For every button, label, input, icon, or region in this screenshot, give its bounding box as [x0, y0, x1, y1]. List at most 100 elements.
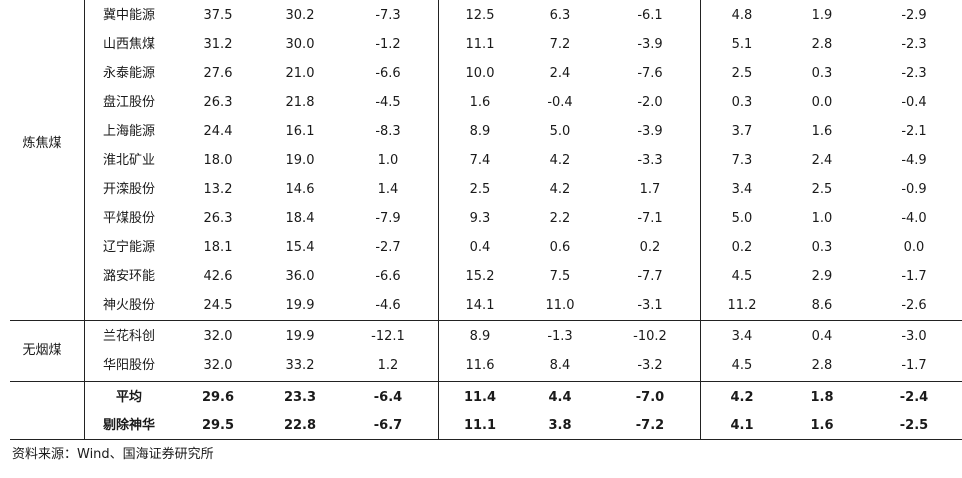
- table-row: 平煤股份 26.3 18.4 -7.9 9.3 2.2 -7.1 5.0 1.0 -4.0: [0, 204, 962, 233]
- value-cell: 1.2: [377, 358, 399, 373]
- value-cell: -6.6: [375, 269, 401, 284]
- value-cell: -6.1: [637, 8, 663, 23]
- value-cell: -12.1: [371, 329, 405, 344]
- value-cell: -2.4: [899, 390, 929, 405]
- value-cell: 1.6: [810, 418, 834, 433]
- value-cell: -7.2: [635, 418, 665, 433]
- value-cell: -4.9: [901, 153, 927, 168]
- value-cell: 11.2: [727, 298, 757, 313]
- value-cell: 8.9: [469, 124, 491, 139]
- value-cell: -7.1: [637, 211, 663, 226]
- table-row: 冀中能源 37.5 30.2 -7.3 12.5 6.3 -6.1 4.8 1.9 -2.9: [0, 1, 962, 30]
- value-cell: 11.6: [465, 358, 495, 373]
- value-cell: 8.6: [811, 298, 833, 313]
- value-cell: 1.8: [810, 390, 834, 405]
- value-cell: 15.2: [465, 269, 495, 284]
- value-cell: 10.0: [465, 66, 495, 81]
- table-row: 盘江股份 26.3 21.8 -4.5 1.6 -0.4 -2.0 0.3 0.0 -0.4: [0, 88, 962, 117]
- value-cell: 4.4: [548, 390, 572, 405]
- table-row: 淮北矿业 18.0 19.0 1.0 7.4 4.2 -3.3 7.3 2.4 -4.9: [0, 146, 962, 175]
- value-cell: -1.2: [375, 37, 401, 52]
- company-name: 淮北矿业: [102, 153, 155, 168]
- value-cell: -1.7: [901, 269, 927, 284]
- table-divider-v: [700, 0, 701, 440]
- value-cell: -0.4: [901, 95, 927, 110]
- company-name: 上海能源: [102, 124, 155, 139]
- value-cell: 8.4: [549, 358, 571, 373]
- value-cell: 0.2: [639, 240, 661, 255]
- value-cell: 0.0: [811, 95, 833, 110]
- value-cell: -2.0: [637, 95, 663, 110]
- value-cell: 19.9: [285, 329, 315, 344]
- value-cell: 21.0: [285, 66, 315, 81]
- value-cell: 5.1: [731, 37, 753, 52]
- value-cell: 24.5: [203, 298, 233, 313]
- value-cell: 4.2: [730, 390, 754, 405]
- value-cell: -4.0: [901, 211, 927, 226]
- value-cell: 18.4: [285, 211, 315, 226]
- value-cell: -7.3: [375, 8, 401, 23]
- value-cell: 11.0: [545, 298, 575, 313]
- company-name: 开滦股份: [102, 182, 155, 197]
- value-cell: 4.2: [549, 182, 571, 197]
- value-cell: -7.7: [637, 269, 663, 284]
- value-cell: 11.4: [463, 390, 497, 405]
- value-cell: -2.3: [901, 66, 927, 81]
- value-cell: -1.7: [901, 358, 927, 373]
- value-cell: 1.7: [639, 182, 661, 197]
- value-cell: 29.5: [201, 418, 235, 433]
- value-cell: 1.4: [377, 182, 399, 197]
- value-cell: 15.4: [285, 240, 315, 255]
- value-cell: -0.4: [547, 95, 573, 110]
- value-cell: 7.3: [731, 153, 753, 168]
- value-cell: -3.0: [901, 329, 927, 344]
- value-cell: 13.2: [203, 182, 233, 197]
- table-row: 辽宁能源 18.1 15.4 -2.7 0.4 0.6 0.2 0.2 0.3 0.0: [0, 233, 962, 262]
- company-name: 兰花科创: [102, 329, 155, 344]
- table-row: 上海能源 24.4 16.1 -8.3 8.9 5.0 -3.9 3.7 1.6 -2.1: [0, 117, 962, 146]
- value-cell: 3.7: [731, 124, 753, 139]
- value-cell: 14.6: [285, 182, 315, 197]
- value-cell: 1.9: [811, 8, 833, 23]
- value-cell: 1.6: [469, 95, 491, 110]
- value-cell: -2.6: [901, 298, 927, 313]
- value-cell: 4.5: [731, 269, 753, 284]
- value-cell: -6.7: [373, 418, 403, 433]
- value-cell: -3.1: [637, 298, 663, 313]
- company-name: 辽宁能源: [102, 240, 155, 255]
- table-divider-h: [10, 320, 962, 321]
- company-name: 潞安环能: [102, 269, 155, 284]
- value-cell: 29.6: [201, 390, 235, 405]
- value-cell: 0.4: [811, 329, 833, 344]
- value-cell: 21.8: [285, 95, 315, 110]
- table-row: 兰花科创 32.0 19.9 -12.1 8.9 -1.3 -10.2 3.4 0.4 -3.0: [0, 322, 962, 351]
- value-cell: -2.9: [901, 8, 927, 23]
- value-cell: 26.3: [203, 95, 233, 110]
- table-row: 开滦股份 13.2 14.6 1.4 2.5 4.2 1.7 3.4 2.5 -0.9: [0, 175, 962, 204]
- company-name: 平均: [115, 390, 142, 405]
- value-cell: -3.2: [637, 358, 663, 373]
- value-cell: 19.9: [285, 298, 315, 313]
- table-divider-v: [84, 0, 85, 440]
- value-cell: 4.5: [731, 358, 753, 373]
- company-name: 华阳股份: [102, 358, 155, 373]
- source-note: 资料来源：Wind、国海证券研究所: [12, 447, 214, 462]
- value-cell: 31.2: [203, 37, 233, 52]
- value-cell: 0.0: [903, 240, 925, 255]
- value-cell: 5.0: [731, 211, 753, 226]
- value-cell: 7.2: [549, 37, 571, 52]
- value-cell: -0.9: [901, 182, 927, 197]
- value-cell: -3.3: [637, 153, 663, 168]
- value-cell: 4.1: [730, 418, 754, 433]
- value-cell: 14.1: [465, 298, 495, 313]
- value-cell: 22.8: [283, 418, 317, 433]
- value-cell: -2.1: [901, 124, 927, 139]
- value-cell: 18.1: [203, 240, 233, 255]
- value-cell: 12.5: [465, 8, 495, 23]
- value-cell: 2.4: [549, 66, 571, 81]
- value-cell: 30.2: [285, 8, 315, 23]
- value-cell: -6.4: [373, 390, 403, 405]
- value-cell: 1.0: [377, 153, 399, 168]
- value-cell: -2.7: [375, 240, 401, 255]
- value-cell: -7.9: [375, 211, 401, 226]
